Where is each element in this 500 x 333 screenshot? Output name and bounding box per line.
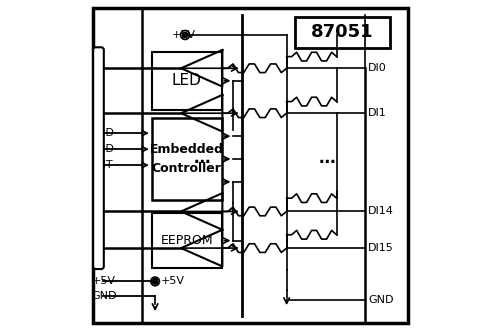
Text: ⋯: ⋯ [318,153,335,171]
Text: DI1: DI1 [368,108,387,118]
Bar [152,213,222,268]
Text: ⋯: ⋯ [194,153,210,171]
Text: +5V: +5V [161,276,185,286]
Text: DI0: DI0 [368,63,387,73]
Text: DI15: DI15 [368,243,394,253]
Text: EEPROM: EEPROM [160,234,213,247]
Text: INIT: INIT [92,160,114,170]
Text: 87051: 87051 [311,23,374,42]
Bar [152,52,222,110]
Circle shape [152,278,158,284]
Bar [152,118,222,200]
Text: +5V: +5V [92,276,116,286]
Text: Embedded
Controller: Embedded Controller [150,143,224,175]
Text: RxD: RxD [92,144,114,154]
Text: DI14: DI14 [368,206,394,216]
Text: GND: GND [368,295,394,305]
Circle shape [182,32,188,38]
Text: +5V: +5V [172,30,196,40]
FancyBboxPatch shape [93,47,104,269]
Text: GND: GND [92,291,118,301]
Text: LED: LED [172,73,202,88]
Bar [295,17,390,48]
Text: TxD: TxD [92,128,114,138]
